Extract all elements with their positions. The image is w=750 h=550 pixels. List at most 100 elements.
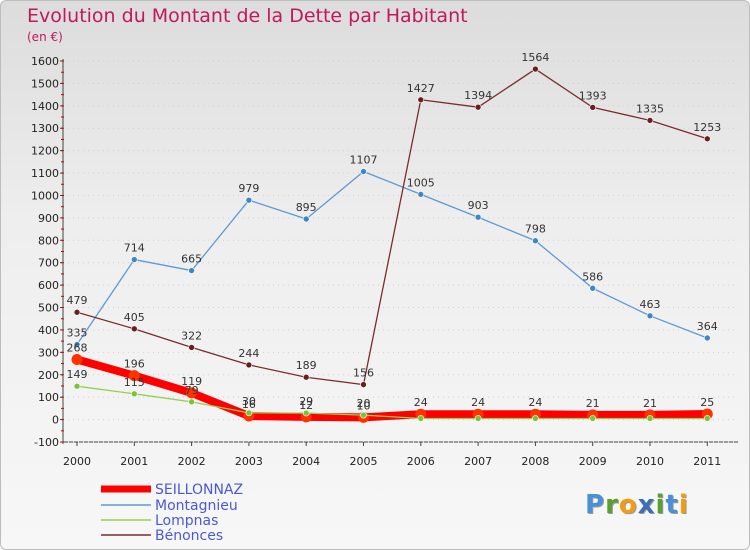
y-tick-label: 1300: [31, 122, 59, 135]
data-point: [532, 415, 539, 422]
legend-label: Lompnas: [155, 513, 218, 529]
data-point: [589, 104, 597, 111]
x-tick-label: 2009: [579, 455, 607, 468]
data-label: 12: [299, 399, 313, 412]
x-tick-label: 2006: [407, 455, 435, 468]
unit-label: (en €): [27, 30, 63, 44]
data-label: 196: [124, 358, 145, 371]
data-label: 463: [640, 298, 661, 311]
data-point: [245, 409, 253, 417]
series-line-bénonces: [76, 68, 708, 386]
data-point: [131, 256, 138, 263]
data-point: [188, 267, 195, 274]
x-tick-label: 2008: [521, 455, 549, 468]
data-point: [71, 354, 83, 366]
x-tick-label: 2011: [693, 455, 721, 468]
data-point: [302, 215, 310, 223]
data-point: [360, 381, 367, 388]
data-label: 1253: [693, 121, 721, 134]
data-point: [703, 334, 711, 342]
data-point: [417, 191, 425, 198]
data-point: [417, 415, 425, 422]
data-point: [532, 237, 539, 245]
data-label: 149: [67, 368, 88, 381]
data-point: [131, 390, 138, 398]
data-point: [360, 411, 367, 419]
data-label: 798: [525, 223, 546, 236]
series-line-montagnieu: [76, 170, 708, 346]
data-label: 29: [299, 395, 313, 408]
data-label: 268: [67, 342, 88, 355]
x-tick-label: 2002: [178, 455, 206, 468]
data-label: 665: [181, 253, 202, 266]
data-point: [646, 415, 654, 422]
x-tick-label: 2003: [235, 455, 263, 468]
x-tick-label: 2007: [464, 455, 492, 468]
y-tick-label: 0: [52, 414, 59, 427]
data-label: 79: [185, 384, 199, 397]
data-point: [589, 284, 597, 292]
data-point: [245, 196, 253, 204]
data-label: 24: [471, 396, 485, 409]
data-point: [73, 382, 81, 390]
y-tick-label: 800: [38, 234, 59, 247]
logo-letter: x: [637, 490, 656, 520]
data-point: [532, 65, 539, 73]
y-tick-label: -100: [34, 436, 59, 449]
x-tick-label: 2000: [63, 455, 91, 468]
data-label: 30: [242, 395, 256, 408]
data-point: [474, 213, 482, 221]
x-tick-label: 2001: [120, 455, 148, 468]
logo-letter: o: [618, 490, 638, 520]
y-tick-label: 400: [38, 324, 59, 337]
data-point: [128, 370, 140, 382]
y-tick-label: 1600: [31, 55, 59, 68]
data-label: 21: [586, 397, 600, 410]
y-tick-label: 1200: [31, 145, 59, 158]
series-line-lompnas: [76, 385, 708, 420]
data-point: [703, 415, 711, 422]
series-line-seillonnaz: [73, 355, 712, 422]
y-tick-label: 200: [38, 369, 59, 382]
logo-letter: r: [605, 490, 619, 520]
y-tick-label: 700: [38, 257, 59, 270]
data-point: [188, 398, 195, 406]
data-label: 364: [697, 320, 718, 333]
data-label: 1393: [579, 89, 607, 102]
y-tick-label: 100: [38, 391, 59, 404]
data-label: 1005: [407, 176, 435, 189]
data-label: 10: [357, 399, 371, 412]
data-point: [360, 168, 367, 175]
data-label: 322: [181, 329, 202, 342]
legend-label: Bénonces: [155, 528, 223, 544]
data-label: 119: [181, 375, 202, 388]
data-label: 979: [238, 182, 259, 195]
data-label: 1107: [350, 153, 378, 166]
data-point: [245, 361, 253, 369]
data-label: 156: [353, 367, 374, 380]
data-label: 714: [124, 242, 145, 255]
data-point: [646, 117, 654, 124]
data-label: 479: [67, 294, 88, 307]
data-label: 903: [468, 199, 489, 212]
y-tick-label: 500: [38, 302, 59, 315]
logo-letter: i: [678, 490, 689, 520]
legend-label: SEILLONNAZ: [155, 482, 243, 498]
y-tick-label: 1100: [31, 167, 59, 180]
data-label: 1427: [407, 82, 435, 95]
data-label: 895: [296, 201, 317, 214]
data-point: [131, 325, 138, 333]
data-point: [73, 308, 81, 316]
data-point: [302, 373, 310, 381]
y-tick-label: 1400: [31, 100, 59, 113]
x-tick-label: 2004: [292, 455, 320, 468]
data-point: [474, 103, 482, 111]
data-point: [73, 341, 81, 348]
data-point: [188, 344, 195, 351]
chart-title: Evolution du Montant de la Dette par Hab…: [27, 5, 468, 27]
x-tick-label: 2010: [636, 455, 664, 468]
y-tick-label: 1500: [31, 77, 59, 90]
data-label: 20: [357, 397, 371, 410]
y-tick-label: 600: [38, 279, 59, 292]
